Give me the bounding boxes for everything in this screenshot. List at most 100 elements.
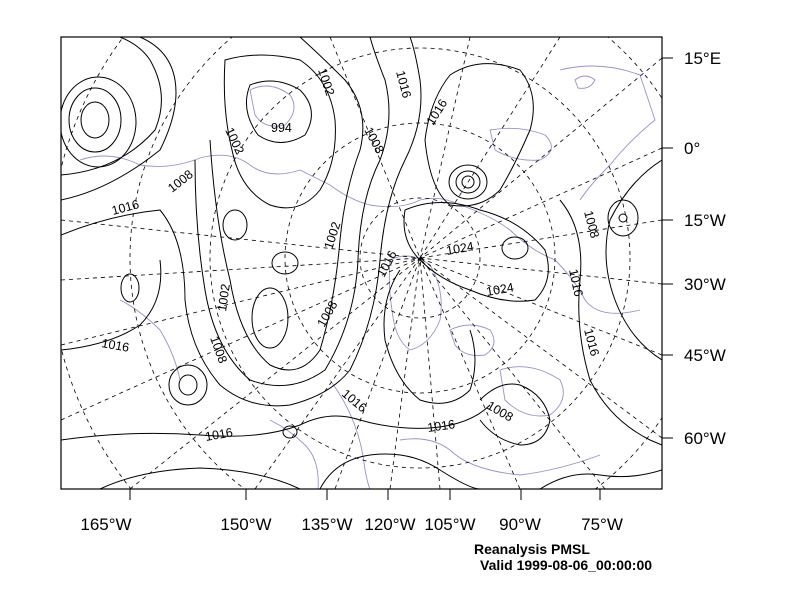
isobar-label: 1016 <box>339 387 369 416</box>
meridian-line <box>419 257 662 285</box>
isobar-label: 1002 <box>222 125 246 156</box>
coastline-continent <box>329 184 641 314</box>
isobar-closed <box>222 209 248 241</box>
isobar-low-center <box>461 175 475 189</box>
longitude-label: 75°W <box>581 515 623 534</box>
isobar-high-east <box>607 199 639 237</box>
coastline-interior <box>388 255 442 351</box>
isobar-low-nw <box>80 101 110 139</box>
isobar-label: 1002 <box>315 67 337 98</box>
isobars <box>61 37 662 489</box>
isobar-1002 <box>209 37 364 371</box>
contour-labels: 1002 994 1016 1016 1008 1002 1008 1016 1… <box>100 67 601 444</box>
isobar-1016 <box>61 37 177 201</box>
latitude-circle <box>209 47 631 469</box>
longitude-label: 105°W <box>424 515 475 534</box>
isobar-south <box>99 467 301 489</box>
right-axis-label: 30°W <box>684 275 726 294</box>
isobar-1016 <box>61 404 491 441</box>
isobar-closed <box>168 364 208 406</box>
isobar-label: 1016 <box>110 197 141 218</box>
isobar-1024 <box>383 269 476 404</box>
isobar-low-center <box>455 170 481 194</box>
bottom-longitude-labels: 165°W 150°W 135°W 120°W 105°W 90°W 75°W <box>80 515 622 534</box>
isobar-1008 <box>61 37 162 176</box>
isobar-label: 1016 <box>581 327 602 358</box>
isobar-closed <box>178 374 198 396</box>
isobar-label: 1016 <box>426 417 456 435</box>
meridian-line <box>419 219 662 259</box>
meridian-line <box>61 219 421 259</box>
graticule <box>61 37 662 489</box>
meridian-line <box>389 257 421 489</box>
isobar-1016 <box>424 63 534 207</box>
right-axis-label: 45°W <box>684 346 726 365</box>
meridian-line <box>61 257 421 421</box>
coastline-west <box>119 299 181 381</box>
right-axis-label: 60°W <box>684 429 726 448</box>
coastline-east-island <box>574 75 596 89</box>
isobar-1008 <box>479 383 551 446</box>
isobar-closed <box>271 251 299 275</box>
valid-time: Valid 1999-08-06_00:00:00 <box>480 557 653 573</box>
latitude-circle <box>284 122 556 394</box>
isobar-label: 1002 <box>215 283 233 313</box>
isobar-low-nw <box>68 87 122 153</box>
meridian-line <box>334 257 421 489</box>
isobar-1016 <box>61 259 162 351</box>
isobar-1024 <box>403 202 549 302</box>
isobar-label: 1008 <box>361 125 386 156</box>
meridian-line <box>419 257 441 489</box>
isobar-south <box>319 453 481 489</box>
isobar-closed <box>251 287 289 349</box>
isobar-label: 1024 <box>445 239 475 258</box>
isobar-1016 <box>559 199 662 446</box>
meridian-line <box>129 257 421 489</box>
longitude-label: 150°W <box>220 515 271 534</box>
isobar-1016 <box>605 159 662 361</box>
meridian-line <box>419 257 606 489</box>
meridian-line <box>419 257 662 356</box>
longitude-label: 120°W <box>364 515 415 534</box>
meridian-line <box>61 257 421 281</box>
right-axis-labels: 15°E 0° 15°W 30°W 45°W 60°W <box>684 49 726 448</box>
isobar-label: 1016 <box>566 268 585 298</box>
isobar-label: 1016 <box>424 97 451 128</box>
isobar-high <box>501 236 529 260</box>
isobar-closed <box>120 273 140 303</box>
isobar-label: 1024 <box>485 280 515 299</box>
meridian-line <box>419 57 662 259</box>
meridian-line <box>419 257 662 439</box>
isobar-label: 1008 <box>485 398 516 424</box>
isobar-1016 <box>61 37 422 407</box>
figure-title: Reanalysis PMSL <box>474 541 590 557</box>
meridian-line <box>419 37 561 259</box>
isobar-994 <box>245 80 312 143</box>
longitude-label: 90°W <box>499 515 541 534</box>
isobar-label: 1008 <box>165 167 196 195</box>
isobar-label: 994 <box>271 121 292 135</box>
isobar-label: 1016 <box>393 69 414 100</box>
isobar-label: 1008 <box>581 209 602 240</box>
isobar-high-east <box>618 213 628 223</box>
longitude-label: 165°W <box>80 515 131 534</box>
coastline-south <box>329 379 371 489</box>
coastline-south-2 <box>399 438 601 476</box>
isobar-low-nw <box>61 76 137 168</box>
isobar-low-center <box>448 164 488 200</box>
coastline-sw <box>269 419 319 489</box>
isobar-label: 1016 <box>204 425 234 444</box>
isobar-south <box>539 469 662 489</box>
isobar-1002 <box>223 54 336 209</box>
isobar-1008 <box>194 37 390 387</box>
coastlines <box>79 65 656 489</box>
right-axis-label: 15°W <box>684 211 726 230</box>
isobar-label: 1008 <box>314 298 340 329</box>
axis-ticks <box>129 57 673 500</box>
coastline-south-3 <box>499 366 564 417</box>
right-axis-label: 0° <box>684 139 700 158</box>
map-frame <box>60 36 663 490</box>
coastline-east <box>559 65 656 201</box>
longitude-label: 135°W <box>301 515 352 534</box>
